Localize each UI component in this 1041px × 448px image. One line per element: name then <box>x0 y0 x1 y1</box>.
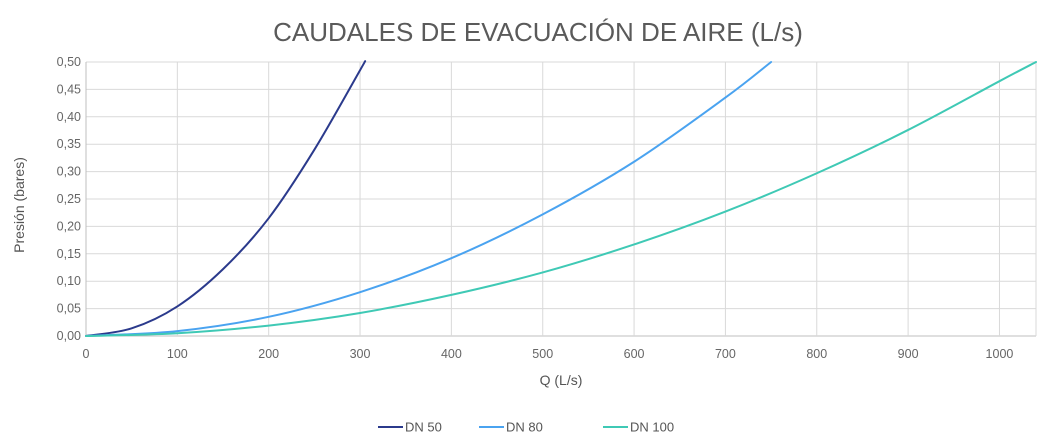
legend-label: DN 80 <box>506 420 543 435</box>
x-tick-label: 800 <box>806 347 827 361</box>
x-tick-label: 200 <box>258 347 279 361</box>
y-tick-label: 0,40 <box>57 110 81 124</box>
x-axis-label: Q (L/s) <box>540 372 583 388</box>
legend-item-dn100: DN 100 <box>603 420 674 435</box>
series-line-dn50 <box>85 60 367 337</box>
y-tick-label: 0,20 <box>57 219 81 233</box>
x-tick-label: 500 <box>532 347 553 361</box>
x-tick-label: 400 <box>441 347 462 361</box>
y-axis-label: Presión (bares) <box>11 157 27 253</box>
x-tick-label: 300 <box>350 347 371 361</box>
y-tick-label: 0,45 <box>57 82 81 96</box>
x-tick-label: 1000 <box>986 347 1014 361</box>
x-tick-label: 0 <box>83 347 90 361</box>
series-line-dn80 <box>85 61 773 337</box>
x-tick-label: 900 <box>898 347 919 361</box>
y-tick-label: 0,30 <box>57 165 81 179</box>
series-line-dn100 <box>85 61 1037 337</box>
y-tick-label: 0,50 <box>57 55 81 69</box>
legend-label: DN 50 <box>405 420 442 435</box>
legend-item-dn80: DN 80 <box>479 420 543 435</box>
y-tick-label: 0,10 <box>57 274 81 288</box>
y-tick-label: 0,25 <box>57 192 81 206</box>
grid <box>85 61 1037 337</box>
legend-label: DN 100 <box>630 420 674 435</box>
y-tick-label: 0,35 <box>57 137 81 151</box>
chart-title: CAUDALES DE EVACUACIÓN DE AIRE (L/s) <box>273 17 803 47</box>
legend-item-dn50: DN 50 <box>378 420 442 435</box>
plot-area <box>85 60 1037 337</box>
x-tick-label: 600 <box>624 347 645 361</box>
y-tick-label: 0,00 <box>57 329 81 343</box>
y-tick-label: 0,15 <box>57 247 81 261</box>
x-tick-label: 100 <box>167 347 188 361</box>
legend: DN 50 DN 80 DN 100 <box>378 420 674 435</box>
x-tick-label: 700 <box>715 347 736 361</box>
axis-ticks: 0,00 0,05 0,10 0,15 0,20 0,25 0,30 0,35 0,40 0,45… <box>57 55 1014 361</box>
y-tick-label: 0,05 <box>57 302 81 316</box>
